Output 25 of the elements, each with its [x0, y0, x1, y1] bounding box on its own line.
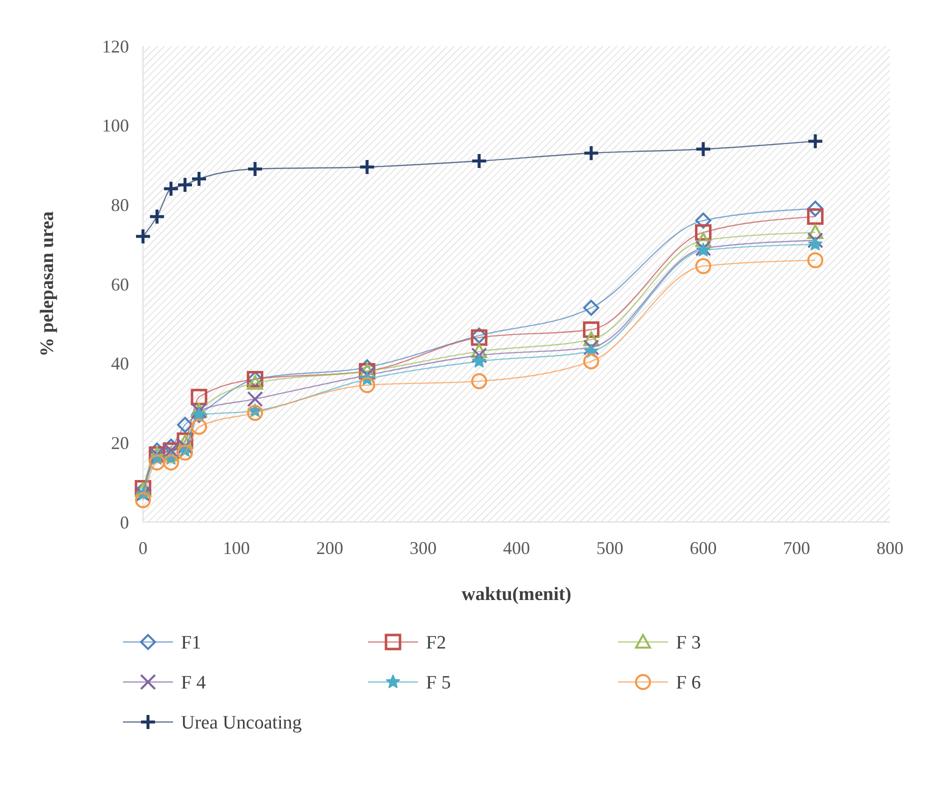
y-tick-label: 100: [102, 116, 129, 136]
y-tick-label: 60: [111, 274, 129, 294]
x-tick-label: 600: [690, 538, 717, 558]
y-axis-title: % pelepasan urea: [37, 210, 58, 357]
legend-label: F1: [181, 632, 202, 654]
x-tick-label: 0: [138, 538, 148, 558]
legend-label: Urea Uncoating: [181, 712, 302, 734]
legend-label: F 6: [676, 672, 701, 694]
legend-label: F 5: [426, 672, 451, 694]
y-tick-label: 20: [111, 432, 129, 453]
x-tick-label: 500: [596, 538, 624, 558]
x-axis-title: waktu(menit): [462, 584, 572, 605]
y-tick-label: 0: [120, 512, 129, 532]
y-tick-label: 120: [102, 36, 129, 56]
x-tick-label: 300: [410, 538, 437, 558]
x-tick-label: 100: [222, 538, 250, 558]
y-tick-label: 80: [111, 194, 129, 215]
legend-label: F2: [426, 632, 446, 654]
x-tick-label: 400: [503, 538, 530, 558]
x-tick-label: 800: [876, 538, 904, 558]
x-tick-label: 200: [316, 538, 344, 558]
legend-label: F 4: [181, 672, 206, 694]
y-tick-label: 40: [111, 354, 129, 374]
x-tick-label: 700: [783, 538, 810, 558]
legend-label: F 3: [676, 632, 701, 654]
